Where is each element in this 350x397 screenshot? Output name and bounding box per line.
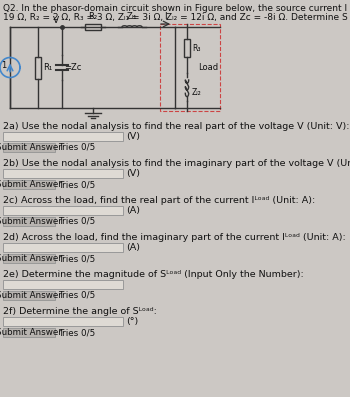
Text: 2b) Use the nodal analysis to find the imaginary part of the voltage V (Unit: V): 2b) Use the nodal analysis to find the i…	[3, 159, 350, 168]
Text: Submit Answer: Submit Answer	[0, 254, 62, 263]
Text: (V): (V)	[126, 132, 140, 141]
Text: 2a) Use the nodal analysis to find the real part of the voltage V (Unit: V):: 2a) Use the nodal analysis to find the r…	[3, 122, 350, 131]
Text: 2f) Determine the angle of Sᴸᵒᵃᵈ:: 2f) Determine the angle of Sᴸᵒᵃᵈ:	[3, 307, 157, 316]
Text: (°): (°)	[126, 317, 138, 326]
FancyBboxPatch shape	[3, 254, 55, 263]
FancyBboxPatch shape	[3, 206, 123, 215]
Text: =Zᴄ: =Zᴄ	[64, 63, 81, 72]
Text: Submit Answer: Submit Answer	[0, 328, 62, 337]
Text: Tries 0/5: Tries 0/5	[58, 180, 95, 189]
FancyBboxPatch shape	[3, 317, 123, 326]
FancyBboxPatch shape	[3, 132, 123, 141]
Text: Tries 0/5: Tries 0/5	[58, 143, 95, 152]
FancyBboxPatch shape	[3, 169, 123, 178]
Text: Tries 0/5: Tries 0/5	[58, 254, 95, 263]
Text: I: I	[164, 12, 166, 21]
Text: R₁: R₁	[43, 63, 52, 72]
Text: Zₗ₂: Zₗ₂	[192, 88, 202, 97]
Text: V: V	[53, 16, 59, 25]
FancyBboxPatch shape	[3, 280, 123, 289]
Text: Load: Load	[198, 63, 218, 72]
FancyBboxPatch shape	[3, 217, 55, 226]
Text: 1: 1	[1, 61, 7, 70]
Bar	[184, 39, 190, 57]
Text: R₃: R₃	[192, 44, 201, 53]
Bar	[85, 24, 101, 30]
Text: (A): (A)	[126, 243, 140, 252]
Text: Submit Answer: Submit Answer	[0, 217, 62, 226]
Text: 2c) Across the load, find the real part of the current Iᴸᵒᵃᵈ (Unit: A):: 2c) Across the load, find the real part …	[3, 196, 315, 205]
Text: Submit Answer: Submit Answer	[0, 291, 62, 300]
Text: Submit Answer: Submit Answer	[0, 180, 62, 189]
FancyBboxPatch shape	[3, 291, 55, 300]
Text: (A): (A)	[126, 206, 140, 215]
FancyBboxPatch shape	[3, 180, 55, 189]
Text: Tries 0/5: Tries 0/5	[58, 291, 95, 300]
FancyBboxPatch shape	[3, 143, 55, 152]
Text: 2e) Determine the magnitude of Sᴸᵒᵃᵈ (Input Only the Number):: 2e) Determine the magnitude of Sᴸᵒᵃᵈ (In…	[3, 270, 304, 279]
Bar	[160, 24, 220, 111]
Text: 2d) Across the load, find the imaginary part of the current Iᴸᵒᵃᵈ (Unit: A):: 2d) Across the load, find the imaginary …	[3, 233, 346, 242]
FancyBboxPatch shape	[3, 243, 123, 252]
Text: (V): (V)	[126, 169, 140, 178]
Text: Zₗ₁: Zₗ₁	[127, 12, 137, 21]
Text: Submit Answer: Submit Answer	[0, 143, 62, 152]
Text: R₂: R₂	[89, 12, 98, 21]
Text: Q2. In the phasor-domain circuit shown in Figure below, the source current I = 3: Q2. In the phasor-domain circuit shown i…	[3, 4, 350, 13]
FancyBboxPatch shape	[3, 328, 55, 337]
Text: Tries 0/5: Tries 0/5	[58, 217, 95, 226]
Text: Tries 0/5: Tries 0/5	[58, 328, 95, 337]
Bar	[35, 56, 41, 79]
Text: 19 Ω, R₂ = 2 Ω, R₃ = 3 Ω, Zₗ₁ = 3i Ω, Zₗ₂ = 12i Ω, and Zᴄ = -8i Ω. Determine S o: 19 Ω, R₂ = 2 Ω, R₃ = 3 Ω, Zₗ₁ = 3i Ω, Zₗ…	[3, 13, 350, 22]
